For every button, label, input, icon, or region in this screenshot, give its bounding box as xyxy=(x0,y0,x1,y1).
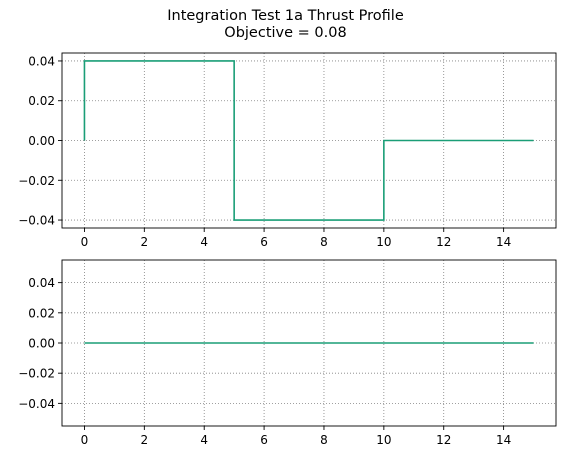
x-tick-label: 10 xyxy=(376,235,391,249)
chart-title-subtitle: Objective = 0.08 xyxy=(224,25,347,41)
chart-title: Integration Test 1a Thrust Profile Objec… xyxy=(0,8,571,42)
y-tick-label: 0.02 xyxy=(28,94,55,108)
x-tick-label: 0 xyxy=(81,235,89,249)
x-tick-label: 14 xyxy=(496,235,511,249)
x-tick-label: 4 xyxy=(200,235,208,249)
y-tick-label: 0.04 xyxy=(28,276,55,290)
x-tick-label: 8 xyxy=(320,235,328,249)
x-tick-label: 8 xyxy=(320,433,328,447)
y-tick-label: −0.02 xyxy=(18,367,55,381)
y-tick-label: −0.02 xyxy=(18,174,55,188)
x-tick-label: 4 xyxy=(200,433,208,447)
x-tick-label: 10 xyxy=(376,433,391,447)
x-tick-label: 0 xyxy=(81,433,89,447)
x-tick-label: 6 xyxy=(260,235,268,249)
series-line xyxy=(83,60,534,221)
x-tick-label: 12 xyxy=(436,235,451,249)
y-tick-label: −0.04 xyxy=(18,397,55,411)
chart-title-line1: Integration Test 1a Thrust Profile xyxy=(167,8,404,24)
x-tick-label: 2 xyxy=(141,235,149,249)
x-tick-label: 6 xyxy=(260,433,268,447)
x-tick-label: 12 xyxy=(436,433,451,447)
top-subplot: 0 2 4 6 8 10 12 14 0.04 0.02 0.00 −0.02 −0.04 xyxy=(18,52,557,249)
y-tick-label: 0.04 xyxy=(28,54,55,68)
x-tick-label: 2 xyxy=(141,433,149,447)
y-tick-label: 0.00 xyxy=(28,134,55,148)
y-tick-label: 0.02 xyxy=(28,306,55,320)
bottom-subplot: 0 2 4 6 8 10 12 14 0.04 0.02 0.00 −0.02 −0.04 xyxy=(18,259,557,447)
y-tick-label: 0.00 xyxy=(28,337,55,351)
y-tick-label: −0.04 xyxy=(18,214,55,228)
x-tick-label: 14 xyxy=(496,433,511,447)
